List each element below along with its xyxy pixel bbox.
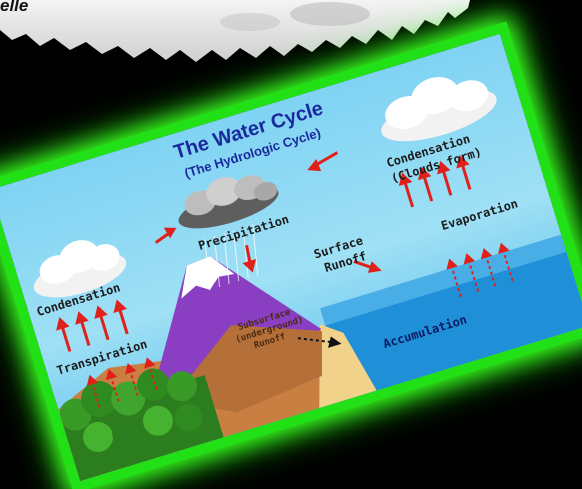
water-cycle-diagram: The Water Cycle (The Hydrologic Cycle) C… [0, 33, 582, 482]
evaporation-arrows [446, 242, 514, 298]
torn-paper-text: elle [0, 0, 29, 15]
forest [59, 368, 224, 482]
cloud-center-rain [178, 175, 279, 229]
torn-paper-strip [0, 0, 470, 62]
subsurface-arrow [297, 336, 342, 348]
cloud-left [33, 240, 127, 298]
snow-cap [181, 256, 235, 299]
rain [204, 224, 259, 290]
water-cycle-illustration [33, 76, 582, 482]
transpiration-arrows [86, 357, 158, 408]
cloud-right [381, 76, 497, 142]
condensation-arrows-left [56, 299, 129, 352]
ocean [320, 234, 582, 400]
condensation-arrows-right [398, 154, 472, 208]
process-arrows [154, 151, 382, 273]
